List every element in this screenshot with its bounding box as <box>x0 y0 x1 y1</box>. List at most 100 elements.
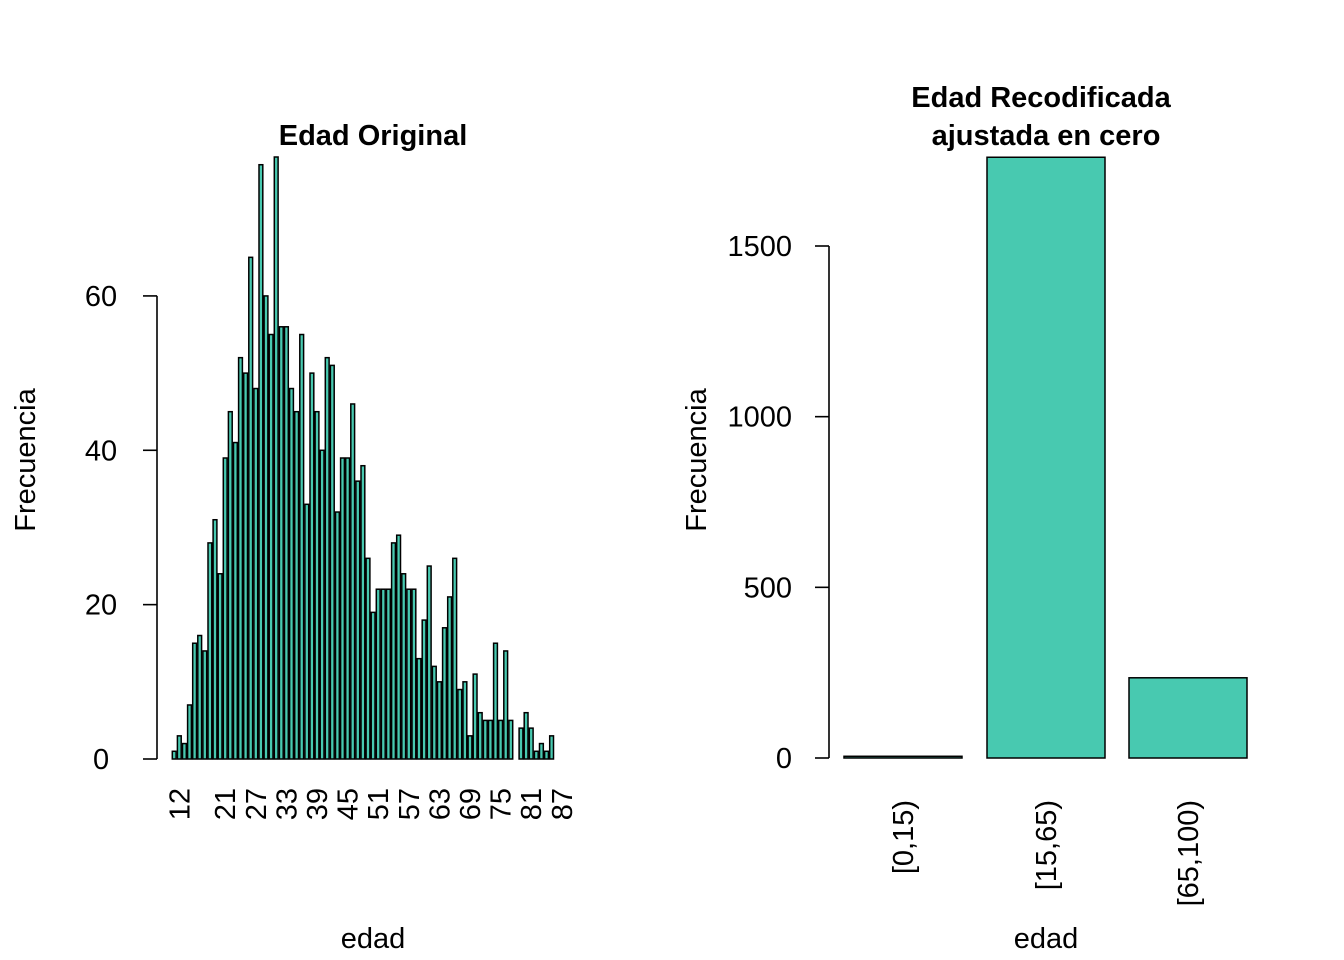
x-tick-label: [15,65) <box>1031 800 1063 890</box>
x-tick-label: [0,15) <box>888 800 920 874</box>
bar <box>263 295 269 760</box>
x-tick-label: 63 <box>424 788 456 820</box>
y-tick-label: 500 <box>744 572 792 604</box>
bar <box>411 588 417 760</box>
bar <box>986 156 1106 759</box>
y-tick-label: 0 <box>93 744 109 776</box>
x-tick-label: 12 <box>164 788 196 820</box>
y-axis-label: Frecuencia <box>681 387 713 531</box>
bar <box>329 364 335 760</box>
bar <box>446 596 453 760</box>
bar <box>452 557 458 760</box>
bar <box>385 588 392 760</box>
bar <box>436 681 443 760</box>
bar <box>492 642 499 760</box>
bar <box>482 719 488 760</box>
x-tick-label: 69 <box>455 788 487 820</box>
x-tick-label: 75 <box>486 788 518 820</box>
bar <box>212 518 218 760</box>
chart-title: Edad Original <box>279 120 468 152</box>
bar <box>232 441 239 760</box>
bar <box>477 711 483 760</box>
bar <box>523 711 529 760</box>
bar-edad-recodificada: Edad Recodificada ajustada en cero edad … <box>681 82 1248 955</box>
bar <box>324 356 330 760</box>
bar <box>380 588 386 760</box>
bar <box>253 387 259 760</box>
bar <box>528 727 534 760</box>
bar <box>508 719 514 760</box>
x-tick-label: 57 <box>394 788 426 820</box>
y-axis: 0 500 1000 1500 <box>727 231 830 775</box>
bar <box>278 326 284 760</box>
bar <box>467 735 473 760</box>
bar <box>497 719 504 760</box>
bar <box>273 156 279 760</box>
bar <box>370 611 376 760</box>
bar <box>237 356 244 760</box>
bars <box>171 156 555 760</box>
bar <box>406 588 412 760</box>
bar <box>288 387 295 760</box>
x-axis-tick-labels: [0,15) [15,65) [65,100) <box>888 800 1205 906</box>
bar <box>222 457 228 760</box>
x-tick-label: 33 <box>271 788 303 820</box>
y-tick-label: 40 <box>85 435 117 467</box>
x-tick-label: 87 <box>547 788 579 820</box>
bar <box>293 410 300 760</box>
bar <box>365 557 371 760</box>
bar <box>299 333 305 760</box>
bar <box>334 511 341 760</box>
bar <box>339 457 346 760</box>
bar <box>416 657 422 760</box>
bar <box>268 333 274 760</box>
bar <box>426 565 432 760</box>
bar <box>360 464 366 760</box>
bar <box>487 719 494 760</box>
bar <box>462 681 468 760</box>
bars <box>843 156 1248 759</box>
chart-title-line-2: ajustada en cero <box>932 120 1161 152</box>
bar <box>538 742 545 760</box>
bar <box>503 650 509 760</box>
x-tick-label: 45 <box>333 788 365 820</box>
bar <box>248 256 254 760</box>
bar <box>543 750 550 760</box>
y-tick-label: 20 <box>85 590 117 622</box>
x-axis-label: edad <box>1014 923 1079 955</box>
bar <box>441 627 448 760</box>
bar <box>171 750 177 760</box>
bar <box>390 542 397 760</box>
bar <box>472 673 478 760</box>
bar <box>350 403 356 760</box>
y-tick-label: 1500 <box>727 231 792 263</box>
bar <box>401 573 407 760</box>
bar <box>207 542 213 760</box>
bar <box>314 410 320 760</box>
bar <box>533 750 539 760</box>
bar <box>304 503 310 760</box>
bar <box>309 372 315 760</box>
y-tick-label: 0 <box>776 743 792 775</box>
bar <box>344 457 351 760</box>
y-tick-label: 60 <box>85 281 117 313</box>
chart-title-line-1: Edad Recodificada <box>911 82 1171 114</box>
y-axis: 0 20 40 60 <box>85 281 158 776</box>
bar <box>258 163 264 760</box>
bar <box>191 642 198 760</box>
bar <box>421 619 427 760</box>
bar <box>518 727 524 760</box>
x-tick-label: 27 <box>241 788 273 820</box>
bar <box>457 688 463 760</box>
x-tick-label: 39 <box>302 788 334 820</box>
bar <box>202 650 208 760</box>
y-axis-label: Frecuencia <box>10 387 42 531</box>
bar <box>242 372 249 760</box>
bar <box>217 573 223 760</box>
bar <box>395 534 402 760</box>
x-tick-label: 51 <box>363 788 395 820</box>
x-tick-label: 81 <box>516 788 548 820</box>
bar <box>176 735 182 760</box>
